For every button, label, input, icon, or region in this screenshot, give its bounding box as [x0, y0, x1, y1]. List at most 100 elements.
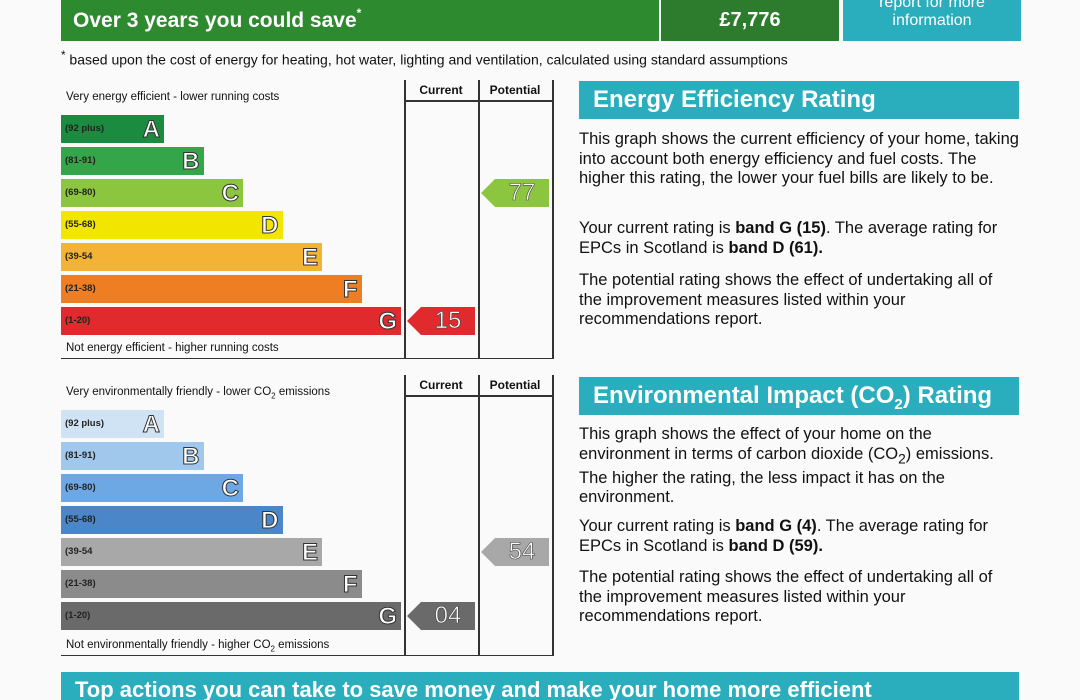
environmental-impact-graph: Current Potential Very environmentally fri…: [61, 375, 554, 656]
band-range-label: (21-38): [65, 578, 96, 589]
band-letter: E: [301, 539, 318, 567]
graph-column-divider: [404, 80, 406, 359]
band-range-label: (92 plus): [65, 123, 105, 134]
environmental-impact-title: Environmental Impact (CO2) Rating: [579, 377, 1019, 415]
band-letter: G: [378, 603, 398, 631]
band-letter: F: [342, 571, 358, 599]
env-current-band: band G (4): [735, 517, 817, 535]
band-range-label: (92 plus): [65, 418, 105, 429]
graph-top-label: Very environmentally friendly - lower CO…: [66, 386, 330, 401]
energy-rating-text-c: . The average rating for EPCs in Scotlan…: [579, 219, 998, 257]
savings-headline-bar: Over 3 years you could save*: [61, 0, 659, 41]
env-desc-sub: 2: [898, 451, 906, 466]
env-desc-a: This graph shows the effect of your home…: [579, 425, 932, 463]
env-title-b: ) Rating: [902, 382, 993, 409]
band-letter: G: [378, 308, 398, 336]
band-range-label: (55-68): [65, 219, 96, 230]
savings-amount: £7,776: [661, 0, 839, 41]
band-c: (69-80) C: [61, 474, 243, 503]
band-f: (21-38) F: [61, 570, 362, 599]
graph-column-divider: [552, 80, 554, 359]
band-a: (92 plus) A: [61, 115, 164, 144]
band-range-label: (81-91): [65, 155, 96, 166]
env-current-rating-text: Your current rating is band G (4). The a…: [579, 517, 1019, 556]
graph-bottom-label: Not environmentally friendly - higher CO…: [66, 639, 330, 654]
graph-header-rule: [404, 100, 553, 102]
band-range-label: (21-38): [65, 283, 96, 294]
graph-column-divider: [478, 80, 480, 359]
band-letter: F: [342, 276, 358, 304]
energy-current-band: band G (15): [735, 219, 826, 237]
band-letter: E: [301, 244, 318, 272]
current-rating-arrow: 04: [407, 602, 475, 630]
savings-footnote: * based upon the cost of energy for heat…: [61, 49, 788, 68]
environment-description: This graph shows the effect of your home…: [579, 425, 1019, 508]
energy-potential-text: The potential rating shows the effect of…: [579, 271, 993, 329]
potential-rating-arrow-value: 54: [495, 538, 549, 566]
current-rating-arrow-pointer: [407, 307, 421, 335]
band-letter: A: [142, 411, 160, 439]
band-e: (39-54 E: [61, 538, 322, 567]
band-b: (81-91) B: [61, 147, 204, 176]
band-letter: D: [261, 507, 279, 535]
potential-rating-arrow: 77: [481, 179, 549, 207]
band-range-label: (39-54: [65, 251, 93, 262]
current-column-header: Current: [419, 83, 463, 97]
graph-frame: [61, 80, 553, 359]
env-title-a: Environmental Impact (CO: [593, 382, 895, 409]
current-column-header: Current: [419, 378, 463, 392]
graph-top-label: Very energy efficient - lower running co…: [66, 91, 280, 103]
footnote-text: based upon the cost of energy for heatin…: [65, 51, 788, 68]
savings-headline: Over 3 years you could save: [73, 9, 357, 32]
energy-efficiency-title: Energy Efficiency Rating: [579, 81, 1019, 119]
graph-bottom-label: Not energy efficient - higher running co…: [66, 342, 279, 354]
band-g: (1-20) G: [61, 602, 401, 631]
band-range-label: (81-91): [65, 450, 96, 461]
current-rating-arrow-pointer: [407, 602, 421, 630]
band-range-label: (1-20): [65, 315, 91, 326]
env-average-band: band D (59).: [728, 536, 823, 555]
potential-rating-arrow-value: 77: [495, 179, 549, 207]
report-button-line1: report for more: [879, 0, 985, 11]
env-rating-text-c: . The average rating for EPCs in Scotlan…: [579, 517, 989, 555]
env-title-sub: 2: [894, 395, 903, 413]
potential-rating-arrow: 54: [481, 538, 549, 566]
energy-current-rating-text: Your current rating is band G (15). The …: [579, 219, 1019, 258]
potential-column-header: Potential: [489, 83, 541, 97]
band-g: (1-20) G: [61, 307, 401, 336]
current-rating-arrow: 15: [407, 307, 475, 335]
potential-rating-arrow-pointer: [481, 179, 495, 207]
band-letter: C: [221, 475, 239, 503]
report-button-line2: information: [892, 12, 972, 29]
band-range-label: (39-54: [65, 546, 93, 557]
report-info-button[interactable]: report for more information: [843, 0, 1021, 41]
band-range-label: (55-68): [65, 514, 96, 525]
graph-frame: [61, 375, 553, 656]
band-f: (21-38) F: [61, 275, 362, 304]
band-e: (39-54 E: [61, 243, 322, 272]
energy-efficiency-graph: Current Potential Very energy efficient - …: [61, 80, 554, 359]
energy-rating-text-a: Your current rating is: [579, 219, 736, 237]
graph-column-divider: [552, 375, 554, 656]
potential-column-header: Potential: [489, 378, 541, 392]
top-actions-banner: Top actions you can take to save money a…: [61, 672, 1019, 700]
band-range-label: (69-80): [65, 187, 96, 198]
env-rating-text-a: Your current rating is: [579, 517, 736, 535]
band-c: (69-80) C: [61, 179, 243, 208]
footnote-asterisk: *: [61, 49, 66, 62]
current-rating-arrow-value: 15: [421, 307, 475, 335]
graph-column-divider: [404, 375, 406, 656]
band-a: (92 plus) A: [61, 410, 164, 439]
band-b: (81-91) B: [61, 442, 204, 471]
band-letter: B: [182, 443, 200, 471]
band-letter: C: [221, 180, 239, 208]
band-letter: B: [182, 148, 200, 176]
graph-column-divider: [478, 375, 480, 656]
energy-description: This graph shows the current efficiency …: [579, 130, 1019, 188]
potential-rating-arrow-pointer: [481, 538, 495, 566]
band-d: (55-68) D: [61, 211, 283, 240]
band-letter: D: [261, 212, 279, 240]
env-potential-text: The potential rating shows the effect of…: [579, 568, 993, 626]
current-rating-arrow-value: 04: [421, 602, 475, 630]
graph-header-rule: [404, 395, 553, 397]
